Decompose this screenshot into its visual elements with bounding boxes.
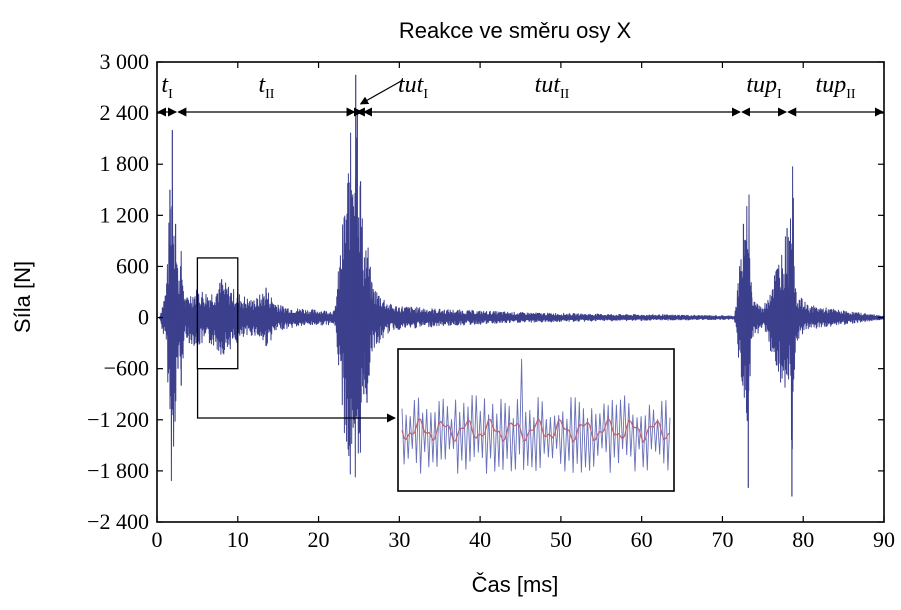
x-axis-label: Čas [ms] xyxy=(472,572,559,597)
phase-label: tutII xyxy=(535,72,570,102)
y-tick-label: −1 800 xyxy=(87,458,149,483)
y-tick-label: −1 200 xyxy=(87,407,149,432)
x-tick-label: 0 xyxy=(152,527,163,552)
y-tick-label: 3 000 xyxy=(100,49,150,74)
y-tick-label: 1 800 xyxy=(100,151,150,176)
phase-label: tII xyxy=(258,72,274,102)
y-tick-label: 600 xyxy=(116,253,149,278)
signal-line xyxy=(158,132,885,482)
zoom-inset xyxy=(196,257,675,492)
y-tick-label: 1 200 xyxy=(100,202,150,227)
zoom-source-box xyxy=(196,257,239,370)
x-tick-label: 30 xyxy=(388,527,410,552)
inset-signal-filtered xyxy=(401,417,671,444)
y-tick-label: −600 xyxy=(104,356,149,381)
chart-title: Reakce ve směru osy X xyxy=(399,18,632,43)
phase-label: tutI xyxy=(398,72,428,102)
x-tick-label: 60 xyxy=(631,527,653,552)
y-tick-label: −2 400 xyxy=(87,509,149,534)
inset-signal-raw xyxy=(401,358,671,474)
phase-annotations: tI tII tutI tutII tupI tupII xyxy=(157,72,884,117)
x-tick-label: 40 xyxy=(469,527,491,552)
x-tick-label: 70 xyxy=(711,527,733,552)
x-tick-label: 20 xyxy=(308,527,330,552)
y-axis-label: Síla [N] xyxy=(10,261,35,333)
x-tick-label: 90 xyxy=(873,527,895,552)
x-tick-label: 50 xyxy=(550,527,572,552)
y-tick-label: 0 xyxy=(138,305,149,330)
phase-label: tI xyxy=(161,72,173,102)
zoom-connector-arrow xyxy=(196,368,396,423)
tut1-pointer xyxy=(359,79,404,105)
phase-label: tupII xyxy=(816,72,856,102)
y-tick-label: 2 400 xyxy=(100,100,150,125)
x-tick-label: 80 xyxy=(792,527,814,552)
plot-frame xyxy=(156,61,885,523)
phase-label: tupI xyxy=(746,72,782,102)
x-tick-label: 10 xyxy=(227,527,249,552)
